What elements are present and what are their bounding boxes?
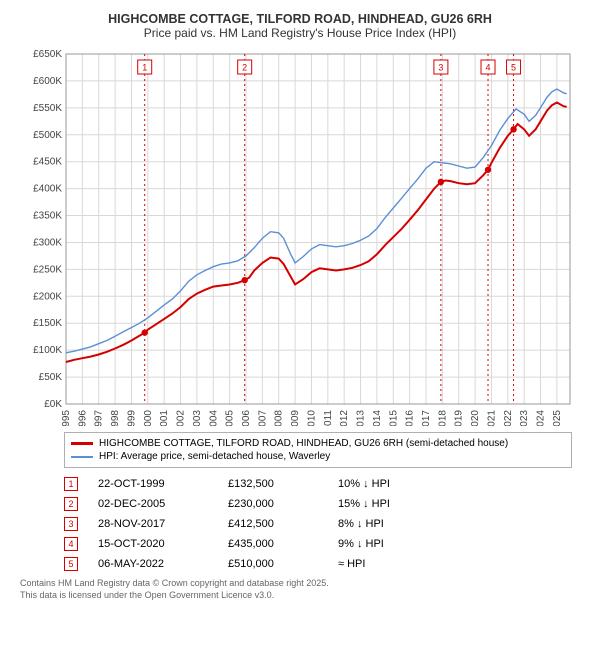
svg-text:2000: 2000	[143, 410, 154, 426]
svg-text:2017: 2017	[421, 410, 432, 426]
svg-text:2006: 2006	[241, 410, 252, 426]
legend-label-1: HIGHCOMBE COTTAGE, TILFORD ROAD, HINDHEA…	[99, 438, 508, 449]
footnote-line2: This data is licensed under the Open Gov…	[20, 590, 580, 602]
sale-diff: 10% ↓ HPI	[338, 478, 438, 490]
sale-row: 1 22-OCT-1999£132,50010% ↓ HPI	[64, 474, 572, 494]
sale-marker: 2	[64, 497, 78, 511]
sale-row: 3 28-NOV-2017£412,5008% ↓ HPI	[64, 514, 572, 534]
svg-text:2019: 2019	[454, 410, 465, 426]
svg-text:2001: 2001	[159, 410, 170, 426]
sale-price: £412,500	[228, 518, 338, 530]
svg-text:5: 5	[511, 63, 516, 73]
legend: HIGHCOMBE COTTAGE, TILFORD ROAD, HINDHEA…	[64, 432, 572, 468]
svg-text:£500K: £500K	[33, 130, 62, 141]
sale-date: 22-OCT-1999	[98, 478, 228, 490]
svg-text:£650K: £650K	[33, 49, 62, 60]
svg-text:2007: 2007	[257, 410, 268, 426]
svg-text:2005: 2005	[225, 410, 236, 426]
sale-date: 06-MAY-2022	[98, 558, 228, 570]
legend-label-2: HPI: Average price, semi-detached house,…	[99, 451, 330, 462]
svg-text:1997: 1997	[94, 410, 105, 426]
sale-date: 15-OCT-2020	[98, 538, 228, 550]
sale-price: £435,000	[228, 538, 338, 550]
svg-text:2018: 2018	[437, 410, 448, 426]
chart-svg: £0K £50K £100K £150K £200K £250K £300K £350K £40…	[20, 46, 580, 426]
svg-text:2009: 2009	[290, 410, 301, 426]
svg-text:£200K: £200K	[33, 291, 62, 302]
footnote: Contains HM Land Registry data © Crown c…	[20, 578, 580, 601]
svg-text:£350K: £350K	[33, 211, 62, 222]
svg-text:£150K: £150K	[33, 318, 62, 329]
sale-diff: 8% ↓ HPI	[338, 518, 438, 530]
svg-text:£550K: £550K	[33, 103, 62, 114]
svg-text:£300K: £300K	[33, 237, 62, 248]
sale-diff: 15% ↓ HPI	[338, 498, 438, 510]
svg-text:2010: 2010	[306, 410, 317, 426]
svg-text:2015: 2015	[388, 410, 399, 426]
sale-marker: 3	[64, 517, 78, 531]
svg-text:2013: 2013	[356, 410, 367, 426]
legend-swatch-2	[71, 456, 93, 458]
svg-text:2008: 2008	[274, 410, 285, 426]
svg-text:£50K: £50K	[39, 372, 63, 383]
svg-text:1999: 1999	[126, 410, 137, 426]
sale-marker: 5	[64, 557, 78, 571]
footnote-line1: Contains HM Land Registry data © Crown c…	[20, 578, 580, 590]
sale-price: £510,000	[228, 558, 338, 570]
svg-text:1995: 1995	[61, 410, 72, 426]
svg-text:4: 4	[486, 63, 491, 73]
legend-swatch-1	[71, 442, 93, 445]
legend-item-2: HPI: Average price, semi-detached house,…	[71, 450, 565, 463]
svg-text:£600K: £600K	[33, 76, 62, 87]
svg-text:1996: 1996	[77, 410, 88, 426]
svg-text:£250K: £250K	[33, 264, 62, 275]
sale-marker: 1	[64, 477, 78, 491]
svg-text:2021: 2021	[486, 410, 497, 426]
sale-row: 5 06-MAY-2022£510,000≈ HPI	[64, 554, 572, 574]
sales-table: 1 22-OCT-1999£132,50010% ↓ HPI 2 02-DEC-200…	[64, 474, 572, 574]
svg-text:2002: 2002	[176, 410, 187, 426]
sale-date: 28-NOV-2017	[98, 518, 228, 530]
svg-text:2014: 2014	[372, 410, 383, 426]
svg-text:2022: 2022	[503, 410, 514, 426]
svg-text:£0K: £0K	[44, 399, 62, 410]
svg-text:2004: 2004	[208, 410, 219, 426]
svg-text:2003: 2003	[192, 410, 203, 426]
chart-title-line1: HIGHCOMBE COTTAGE, TILFORD ROAD, HINDHEA…	[10, 12, 590, 26]
sale-marker: 4	[64, 537, 78, 551]
svg-text:1: 1	[142, 63, 147, 73]
svg-text:2016: 2016	[405, 410, 416, 426]
chart-title-line2: Price paid vs. HM Land Registry's House …	[10, 26, 590, 40]
svg-text:2020: 2020	[470, 410, 481, 426]
svg-text:£450K: £450K	[33, 157, 62, 168]
svg-text:£100K: £100K	[33, 345, 62, 356]
legend-item-1: HIGHCOMBE COTTAGE, TILFORD ROAD, HINDHEA…	[71, 437, 565, 450]
svg-text:2024: 2024	[536, 410, 547, 426]
svg-text:2023: 2023	[519, 410, 530, 426]
svg-text:2011: 2011	[323, 410, 334, 426]
chart-plot: £0K £50K £100K £150K £200K £250K £300K £350K £40…	[20, 46, 580, 426]
sale-diff: 9% ↓ HPI	[338, 538, 438, 550]
svg-text:2012: 2012	[339, 410, 350, 426]
sale-diff: ≈ HPI	[338, 558, 438, 570]
sale-price: £132,500	[228, 478, 338, 490]
chart-container: HIGHCOMBE COTTAGE, TILFORD ROAD, HINDHEA…	[0, 0, 600, 650]
sale-row: 4 15-OCT-2020£435,0009% ↓ HPI	[64, 534, 572, 554]
sale-price: £230,000	[228, 498, 338, 510]
sale-row: 2 02-DEC-2005£230,00015% ↓ HPI	[64, 494, 572, 514]
svg-text:£400K: £400K	[33, 184, 62, 195]
svg-text:2025: 2025	[552, 410, 563, 426]
svg-text:2: 2	[242, 63, 247, 73]
svg-text:3: 3	[438, 63, 443, 73]
svg-text:1998: 1998	[110, 410, 121, 426]
sale-date: 02-DEC-2005	[98, 498, 228, 510]
